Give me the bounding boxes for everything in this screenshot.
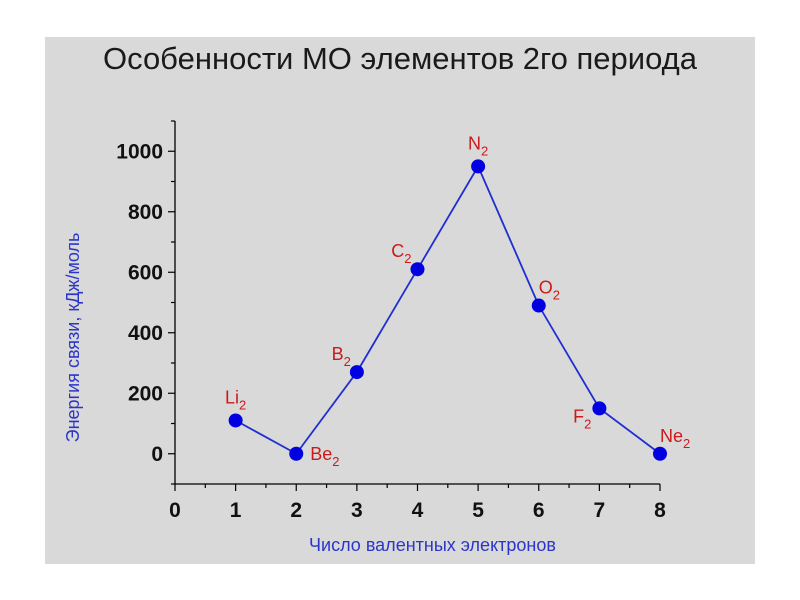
x-tick-label: 0 [169,499,181,522]
y-axis-label: Энергия связи, кДж/моль [63,233,83,443]
point-label-o: O2 [539,278,560,303]
y-tick-label: 0 [151,443,163,466]
data-point-b [349,365,364,380]
x-tick-label: 2 [290,499,302,522]
labels-layer: Li2 Be2 B2 C2 N2 O2 F2 Ne2 [225,133,690,468]
y-tick-label: 800 [128,201,163,224]
data-point-be [289,446,304,461]
point-label-be: Be2 [310,444,339,469]
x-tick-label: 4 [412,499,424,522]
y-tick-label: 200 [128,382,163,405]
data-point-ne [653,446,667,461]
data-point-li [228,413,243,428]
series-line [235,164,661,455]
point-label-ne: Ne2 [660,426,690,451]
data-point-f [592,401,607,416]
bond-energy-chart: 0 200 400 600 800 1000 0 1 2 3 4 5 6 7 8 Число валентны… [63,120,690,555]
slide-panel: Особенности МО элементов 2го периода 0 20… [45,37,755,564]
x-tick-label: 7 [594,499,606,522]
x-tick-label: 6 [533,499,545,522]
x-tick-label: 8 [654,499,666,522]
series-layer [228,159,667,461]
y-tick-label: 400 [128,322,163,345]
x-tick-label: 1 [230,499,242,522]
point-label-li: Li2 [225,387,246,412]
point-label-b: B2 [332,344,351,369]
x-tick-label: 5 [472,499,484,522]
point-label-f: F2 [573,406,591,431]
point-label-n: N2 [468,133,488,158]
x-tick-label: 3 [351,499,363,522]
axes: 0 200 400 600 800 1000 0 1 2 3 4 5 6 7 8 Число валентны… [63,120,666,555]
x-axis-label: Число валентных электронов [309,535,556,555]
y-tick-label: 1000 [116,140,163,163]
data-point-c [410,262,425,277]
data-point-o [531,298,546,313]
point-label-c: C2 [391,241,411,266]
data-point-n [471,159,486,174]
chart-title: Особенности МО элементов 2го периода [102,41,697,76]
y-tick-label: 600 [128,261,163,284]
